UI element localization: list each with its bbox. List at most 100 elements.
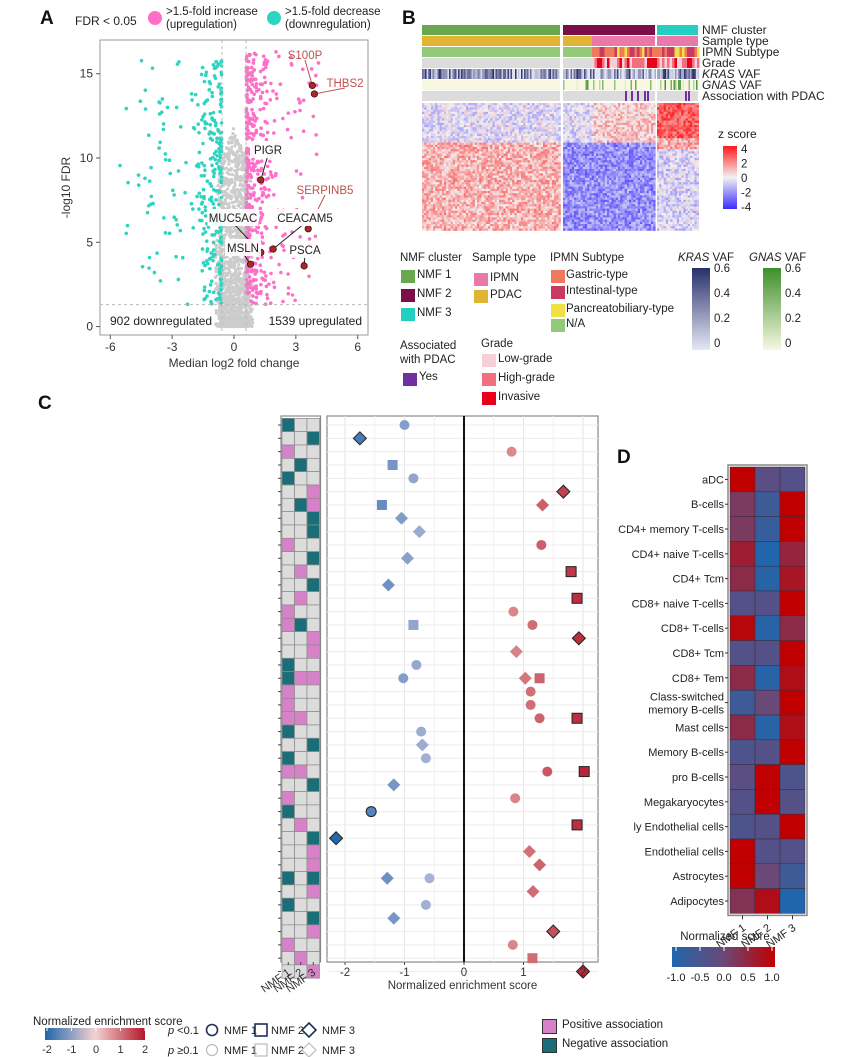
heatmap-cell [558,177,561,181]
heatmap-cell [459,160,462,163]
track-kras-cell [691,69,694,79]
heatmap-cell [461,160,464,163]
heatmap-cell [444,125,447,128]
track-gnas-cell [471,80,474,90]
point-up [256,160,261,164]
heatmap-cell [538,103,541,106]
heatmap-cell [463,129,467,132]
heatmap-cell [450,114,453,117]
heatmap-cell [463,111,467,115]
heatmap-cell [452,105,456,108]
heatmap-cell [483,164,486,167]
heatmap-cell [479,129,482,132]
heatmap-cell [518,180,522,183]
heatmap-cell [448,160,451,163]
point-down [149,165,153,170]
heatmap-cell [523,120,526,123]
heatmap-cell [510,125,513,128]
heatmap-cell [450,144,453,148]
heatmap-cell [422,142,425,145]
heatmap-cell [463,173,467,176]
point-ns [237,154,241,158]
heatmap-cell [536,114,539,117]
heatmap-cell [463,149,467,152]
heatmap-cell [448,149,451,152]
heatmap-cell [529,105,533,108]
heatmap-cell [496,118,500,121]
track-grade-cell [602,58,605,68]
heatmap-cell [521,169,524,172]
heatmap-cell [534,175,537,178]
heatmap-cell [444,107,447,110]
heatmap-cell [538,153,541,156]
heatmap-cell [556,180,559,183]
heatmap-cell [483,118,486,121]
track-grade-cell [599,58,602,68]
heatmap-cell [481,144,484,148]
heatmap-cell [426,131,429,134]
heatmap-cell [554,158,557,161]
track-label: Sample type [702,34,769,48]
heatmap-cell [549,158,552,161]
heatmap-cell [505,127,508,130]
heatmap-cell [554,162,557,165]
heatmap-cell [525,160,528,163]
gene-point-psca [300,262,308,270]
point-ns [225,306,229,310]
track-kras-cell [609,69,612,79]
heatmap-cell [479,114,482,117]
point-down [193,92,198,97]
heatmap-cell [501,109,504,112]
heatmap-cell [477,166,480,170]
track-ipmn-subtype-cell [632,47,635,57]
heatmap-cell [435,166,438,170]
heatmap-cell [503,180,506,183]
heatmap-cell [514,105,517,108]
track-ipmn-subtype-cell [594,47,597,57]
heatmap-cell [457,173,460,176]
heatmap-cell [474,169,478,172]
heatmap-cell [448,116,451,119]
heatmap-cell [439,140,442,143]
track-gnas-cell [566,80,568,90]
heatmap-cell [501,138,504,141]
heatmap-cell [426,105,429,108]
point-up [316,61,321,65]
heatmap-cell [540,116,544,119]
heatmap-cell [532,105,535,108]
heatmap-cell [430,120,434,123]
track-gnas-cell [590,80,592,90]
heatmap-cell [538,169,541,172]
heatmap-cell [452,158,456,161]
heatmap-cell [455,125,458,128]
heatmap-cell [554,120,557,123]
heatmap-cell [534,169,537,172]
heatmap-cell [490,140,493,143]
point-down [219,97,224,102]
heatmap-cell [545,155,548,159]
heatmap-cell [556,149,559,152]
heatmap-cell [512,155,515,159]
heatmap-cell [536,158,539,161]
point-down [163,152,168,156]
heatmap-cell [422,180,425,183]
heatmap-cell [551,155,555,159]
heatmap-cell [444,129,447,132]
point-ns [231,288,235,292]
track-kras-cell [428,69,430,79]
point-ns [223,299,227,303]
track-label: KRAS VAF [702,67,760,81]
track-ipmn-subtype [422,47,560,57]
point-up [279,270,283,275]
point-up [260,90,265,95]
point-down [204,70,209,75]
track-ipmn-subtype-cell [682,47,685,57]
heatmap-cell [543,116,546,119]
point-up [257,290,262,295]
heatmap-cell [422,166,425,170]
track-grade-cell [649,58,652,68]
heatmap-cell [428,153,431,156]
heatmap-cell [433,127,436,130]
heatmap-cell [496,136,500,139]
heatmap-cell [556,162,559,165]
